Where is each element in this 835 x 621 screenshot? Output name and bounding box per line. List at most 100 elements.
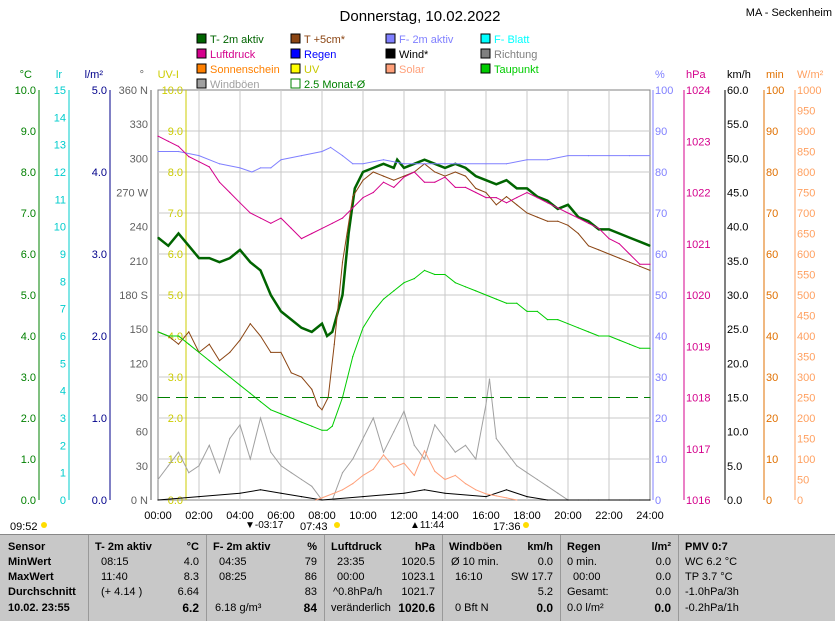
axis-tick-rain: 0.0 [92,495,107,507]
series-point [475,458,477,460]
series-point [464,175,467,177]
legend-swatch [385,63,396,74]
series-point [372,310,374,312]
series-point [598,227,600,229]
axis-tick-lr: 7 [60,304,66,316]
axis-tick-wind: 40.0 [727,222,748,234]
series-point [362,179,364,181]
series-point [505,163,508,165]
series-point [259,417,262,419]
axis-unit-temp: °C [20,69,32,81]
series-point [270,351,272,353]
axis-tick-dir: 180 S [119,290,148,302]
series-point [259,335,262,337]
series-point [423,489,426,491]
series-point [300,496,303,498]
series-point [331,222,333,224]
axis-tick-rain: 2.0 [92,331,107,343]
t2m-current: 6.2 [182,601,199,615]
axis-unit-lr: lr [56,69,62,81]
legend-label: 2.5 Monat-Ø [304,79,366,91]
series-point [157,150,159,153]
series-point [495,495,497,497]
series-point [382,451,385,453]
series-line-t-2m-aktiv [157,157,651,339]
axis-unit-dir: ° [140,69,144,81]
axis-tick-wind: 20.0 [727,358,748,370]
series-point [352,163,354,165]
axis-tick-solar: 600 [797,249,815,261]
t2m-header: T- 2m aktiv [95,541,152,553]
series-point [352,483,354,485]
series-point [516,499,518,501]
series-point [249,392,251,394]
series-point [239,202,241,204]
series-point [341,155,344,157]
axis-tick-sun: 20 [766,413,778,425]
time-label: 20:00 [554,510,582,522]
series-point [454,186,456,188]
series-point [208,343,210,345]
series-point [177,232,180,235]
chart-legend: T- 2m aktiv T +5cm* F- 2m aktiv F- Blatt Luf… [196,33,539,91]
series-point [280,351,282,353]
f2m-unit: % [307,541,317,553]
series-point [352,196,354,198]
axis-tick-rain: 1.0 [92,413,107,425]
series-point [485,294,487,296]
axis-tick-temp: 7.0 [21,208,36,220]
series-point [475,290,477,292]
series-point [546,220,549,222]
time-label: 04:00 [226,510,254,522]
time-label: 22:00 [595,510,623,522]
series-point [639,241,641,243]
stats-luftdruck-column: Luftdruck hPa 23:35 1020.5 00:00 1023.1 ^0.… [324,535,443,621]
series-point [198,465,200,467]
series-point [382,181,385,183]
series-point [423,159,426,161]
pmv-wc: WC 6.2 °C [685,556,738,568]
series-point [290,472,292,474]
series-point [546,499,549,501]
series-point [516,187,518,189]
axis-tick-solar: 400 [797,331,815,343]
series-line-taupunkt [157,269,650,431]
series-point [546,159,549,161]
series-point [362,163,364,165]
legend-label: Luftdruck [210,49,256,61]
axis-tick-rain: 3.0 [92,249,107,261]
series-point [157,499,159,501]
pmv-trend-3h: -1.0hPa/3h [685,586,739,598]
axis-tick-dir: 60 [136,427,148,439]
series-point [464,186,467,188]
axis-tick-solar: 900 [797,126,815,138]
axis-tick-dir: 0 N [131,495,148,507]
series-point [393,186,395,188]
series-point [495,183,497,185]
series-point [229,351,231,353]
series-point [348,232,350,235]
series-point [423,269,426,271]
series-point [311,331,313,333]
axis-tick-pressure: 1024 [686,85,710,97]
series-point [362,327,364,329]
axis-tick-lr: 11 [55,194,66,206]
series-point [649,245,651,247]
series-point [188,343,190,345]
stats-regen-column: Regen l/m² 0 min. 0.0 00:00 0.0 Gesamt: 0.0 … [560,535,679,621]
series-point [259,167,262,169]
axis-tick-solar: 700 [797,208,815,220]
series-point [208,360,210,362]
series-point [157,237,159,239]
t2m-avg: 6.64 [177,586,199,598]
series-point [628,155,631,157]
series-point [372,167,374,169]
axis-tick-wind: 45.0 [727,188,748,200]
time-label: 24:00 [636,510,664,522]
legend-swatch [480,48,491,59]
time-label: 02:00 [185,510,213,522]
series-point [341,489,344,491]
axis-tick-pressure: 1023 [686,136,710,148]
wind-ten-min-label: Ø 10 min. [451,556,499,568]
axis-tick-uv: 5.0 [168,290,183,302]
